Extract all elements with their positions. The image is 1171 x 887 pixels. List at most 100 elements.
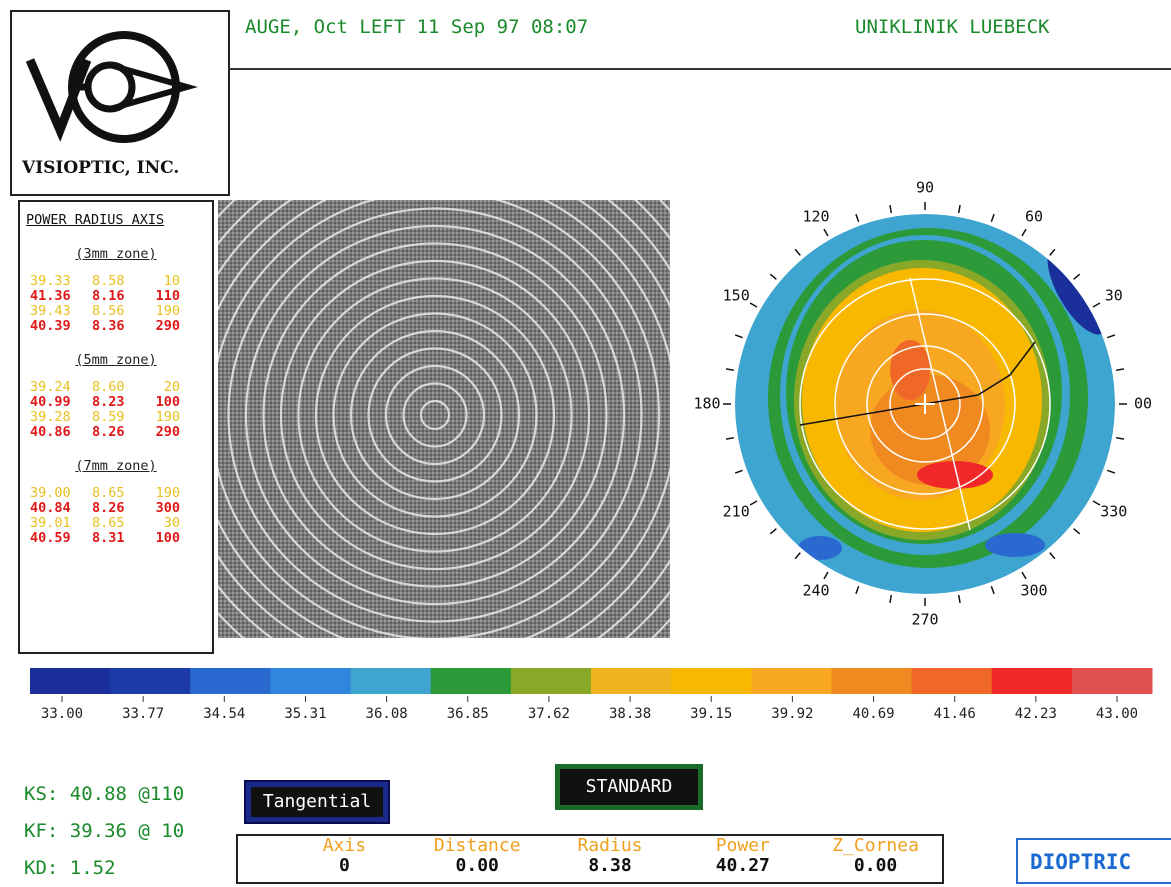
scale-label: 35.31 — [284, 706, 326, 722]
polar-label: 30 — [1105, 287, 1123, 305]
polar-label: 60 — [1025, 207, 1043, 225]
polar-tick — [856, 214, 859, 222]
readout-value: 0 — [278, 856, 411, 876]
polar-tick — [1074, 529, 1080, 534]
scale-swatch — [831, 668, 912, 694]
topography-view: 90 60 30 00 330 300 270 240 210 180 150 120 33.00 33… — [0, 0, 1171, 760]
readout-column: Z_Cornea0.00 — [809, 836, 942, 876]
polar-tick — [750, 303, 757, 307]
polar-label: 300 — [1020, 582, 1047, 600]
polar-label: 180 — [693, 395, 720, 413]
polar-tick — [991, 214, 994, 222]
units-button[interactable]: DIOPTRIC — [1016, 838, 1171, 884]
scale-label: 43.00 — [1096, 706, 1138, 722]
readout-header: Axis — [278, 836, 411, 856]
polar-tick — [795, 249, 800, 255]
polar-label: 120 — [802, 207, 829, 225]
polar-tick — [1116, 438, 1124, 439]
readout-column: Axis0 — [278, 836, 411, 876]
scale-label: 33.77 — [122, 706, 164, 722]
polar-tick — [991, 586, 994, 594]
polar-tick — [1050, 553, 1055, 559]
polar-tick — [959, 205, 960, 213]
polar-tick — [824, 229, 828, 236]
readout-value: 0.00 — [411, 856, 544, 876]
polar-tick — [1093, 501, 1100, 505]
scale-label: 37.62 — [528, 706, 570, 722]
standard-button[interactable]: STANDARD — [555, 764, 703, 810]
kf-value: KF: 39.36 @ 10 — [24, 813, 184, 850]
polar-tick — [726, 438, 734, 439]
polar-label: 210 — [723, 503, 750, 521]
polar-label: 00 — [1134, 395, 1152, 413]
scale-swatch — [992, 668, 1073, 694]
scale-swatch — [912, 668, 993, 694]
scale-swatch — [270, 668, 351, 694]
polar-tick — [735, 470, 743, 473]
ks-value: KS: 40.88 @110 — [24, 776, 184, 813]
polar-tick — [890, 595, 891, 603]
scale-swatch — [591, 668, 672, 694]
polar-tick — [1107, 335, 1115, 338]
power-map: 90 60 30 00 330 300 270 240 210 180 150 120 — [693, 179, 1152, 629]
scale-label: 36.08 — [366, 706, 408, 722]
scale-label: 39.92 — [771, 706, 813, 722]
scale-label: 36.85 — [447, 706, 489, 722]
scale-swatch — [351, 668, 432, 694]
polar-tick — [1107, 470, 1115, 473]
scale-swatch — [511, 668, 592, 694]
polar-tick — [1093, 303, 1100, 307]
readout-header: Radius — [544, 836, 677, 856]
scale-swatch — [1072, 668, 1153, 694]
polar-tick — [750, 501, 757, 505]
readout-value: 0.00 — [809, 856, 942, 876]
scale-label: 33.00 — [41, 706, 83, 722]
scale-swatch — [30, 668, 111, 694]
standard-label: STANDARD — [560, 769, 698, 805]
polar-tick — [1116, 369, 1124, 370]
polar-tick — [770, 274, 776, 279]
readout-header: Distance — [411, 836, 544, 856]
mode-button[interactable]: Tangential — [244, 780, 390, 824]
polar-tick — [726, 369, 734, 370]
scale-swatch — [431, 668, 512, 694]
scale-label: 39.15 — [690, 706, 732, 722]
scale-label: 41.46 — [934, 706, 976, 722]
scale-label: 34.54 — [203, 706, 245, 722]
readout-header: Z_Cornea — [809, 836, 942, 856]
readout-value: 8.38 — [544, 856, 677, 876]
scale-swatch — [110, 668, 191, 694]
polar-tick — [856, 586, 859, 594]
placido-image — [106, 86, 764, 744]
polar-label: 330 — [1100, 503, 1127, 521]
scale-label: 40.69 — [852, 706, 894, 722]
polar-tick — [1022, 229, 1026, 236]
polar-tick — [1074, 274, 1080, 279]
polar-label: 90 — [916, 179, 934, 197]
kd-value: KD: 1.52 — [24, 850, 184, 887]
polar-tick — [1050, 249, 1055, 255]
polar-tick — [959, 595, 960, 603]
readout-value: 40.27 — [676, 856, 809, 876]
polar-tick — [890, 205, 891, 213]
polar-tick — [770, 529, 776, 534]
scale-swatch — [751, 668, 832, 694]
polar-label: 150 — [723, 287, 750, 305]
polar-tick — [824, 572, 828, 579]
readout-header: Power — [676, 836, 809, 856]
polar-label: 240 — [802, 582, 829, 600]
polar-label: 270 — [911, 611, 938, 629]
scale-swatch — [190, 668, 271, 694]
polar-tick — [735, 335, 743, 338]
mode-label: Tangential — [251, 787, 383, 817]
polar-tick — [795, 553, 800, 559]
scale-label: 42.23 — [1015, 706, 1057, 722]
scale-swatch — [671, 668, 752, 694]
keratometry-stats: KS: 40.88 @110 KF: 39.36 @ 10 KD: 1.52 — [24, 776, 184, 887]
page: {"header": {"patient": "AUGE, Oct LEFT 1… — [0, 0, 1171, 879]
